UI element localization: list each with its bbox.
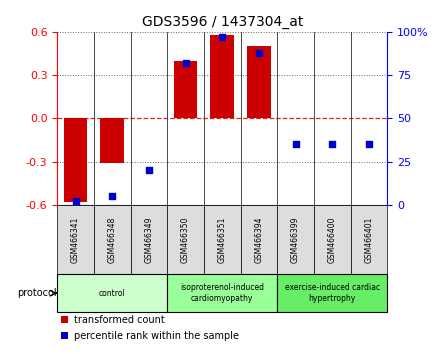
Bar xyxy=(57,274,167,312)
Text: GSM466350: GSM466350 xyxy=(181,216,190,263)
Point xyxy=(72,199,79,204)
Bar xyxy=(174,61,198,118)
Bar xyxy=(94,205,131,274)
Text: GSM466348: GSM466348 xyxy=(108,216,117,263)
Bar xyxy=(351,205,387,274)
Bar xyxy=(204,205,241,274)
Text: GSM466349: GSM466349 xyxy=(144,216,154,263)
Text: control: control xyxy=(99,289,125,298)
Text: exercise-induced cardiac
hypertrophy: exercise-induced cardiac hypertrophy xyxy=(285,284,380,303)
Point xyxy=(292,142,299,147)
Text: GSM466399: GSM466399 xyxy=(291,216,300,263)
Bar xyxy=(167,205,204,274)
Text: GSM466401: GSM466401 xyxy=(364,216,374,263)
Bar xyxy=(131,205,167,274)
Text: transformed count: transformed count xyxy=(74,315,165,325)
Point xyxy=(145,167,152,173)
Bar xyxy=(64,118,88,202)
Point xyxy=(182,60,189,66)
Point xyxy=(255,50,262,56)
Bar xyxy=(247,46,271,118)
Text: GSM466341: GSM466341 xyxy=(71,216,80,263)
Point xyxy=(329,142,336,147)
Text: percentile rank within the sample: percentile rank within the sample xyxy=(74,331,238,341)
Bar xyxy=(314,205,351,274)
Bar xyxy=(210,35,234,118)
Point xyxy=(109,193,116,199)
Bar xyxy=(241,205,277,274)
Text: isoproterenol-induced
cardiomyopathy: isoproterenol-induced cardiomyopathy xyxy=(180,284,264,303)
Bar xyxy=(100,118,124,163)
Bar xyxy=(61,316,68,323)
Bar xyxy=(61,332,68,339)
Text: GSM466394: GSM466394 xyxy=(254,216,264,263)
Title: GDS3596 / 1437304_at: GDS3596 / 1437304_at xyxy=(142,16,303,29)
Point xyxy=(365,142,372,147)
Point xyxy=(219,34,226,40)
Bar xyxy=(277,205,314,274)
Text: GSM466400: GSM466400 xyxy=(328,216,337,263)
Bar xyxy=(167,274,277,312)
Text: protocol: protocol xyxy=(17,288,56,298)
Bar xyxy=(277,274,387,312)
Text: GSM466351: GSM466351 xyxy=(218,216,227,263)
Bar xyxy=(57,205,94,274)
